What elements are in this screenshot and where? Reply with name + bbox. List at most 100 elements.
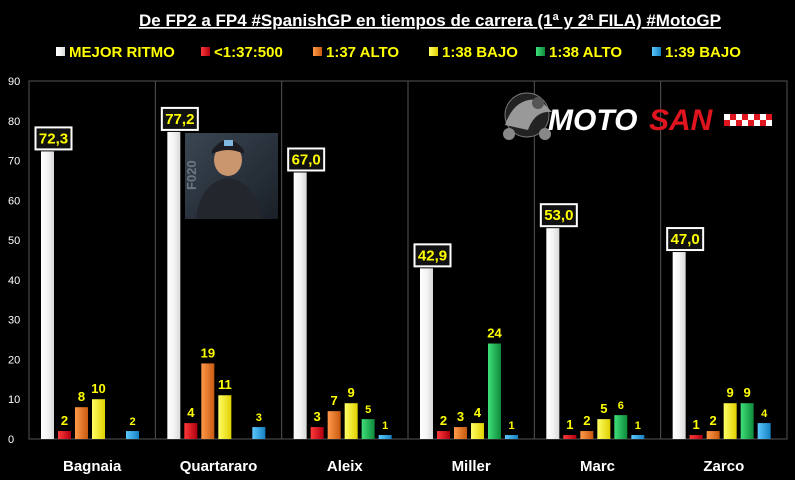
rider-photo: F020 — [184, 133, 278, 219]
value-label-box — [539, 203, 578, 228]
legend-swatch — [56, 47, 65, 56]
value-label-box — [287, 147, 326, 172]
value-label: 3 — [256, 412, 262, 424]
bar — [437, 431, 450, 439]
x-category-label: Bagnaia — [63, 458, 122, 475]
bar — [126, 431, 139, 439]
bar — [488, 343, 501, 439]
bar — [597, 419, 611, 439]
value-label: 5 — [600, 401, 607, 416]
legend-swatch — [313, 47, 322, 56]
logo-text-white: MOTO — [548, 104, 637, 137]
value-label: 1 — [635, 420, 641, 432]
bar — [92, 399, 105, 439]
value-label: 8 — [78, 389, 85, 404]
value-label: 9 — [727, 385, 734, 400]
value-label: 4 — [187, 405, 195, 420]
bar — [471, 423, 484, 439]
legend: MEJOR RITMO <1:37:500 1:37 ALTO 1:38 BAJO 1:… — [56, 44, 741, 61]
motosan-logo: MOTO SAN — [503, 92, 772, 140]
legend-label: 1:37 ALTO — [326, 44, 399, 61]
value-label: 2 — [440, 413, 447, 428]
value-label: 11 — [218, 377, 232, 392]
bar — [218, 395, 232, 439]
bar — [706, 431, 720, 439]
chart-title: De FP2 a FP4 #SpanishGP en tiempos de ca… — [139, 11, 721, 30]
y-tick-label: 20 — [8, 354, 20, 366]
bar — [361, 419, 375, 439]
bar — [293, 172, 307, 439]
value-label: 42,9 — [418, 247, 447, 264]
bar — [252, 427, 266, 439]
bar — [563, 435, 577, 439]
bar — [167, 131, 181, 439]
bar — [631, 435, 645, 439]
photo-jersey-text: F020 — [184, 160, 199, 190]
value-label: 1 — [508, 420, 514, 432]
value-label: 24 — [487, 326, 502, 341]
legend-swatch — [536, 47, 545, 56]
x-category-label: Quartararo — [180, 458, 258, 475]
legend-label: 1:39 BAJO — [665, 44, 741, 61]
value-label-box — [666, 227, 705, 252]
x-category-label: Marc — [580, 458, 615, 475]
bar — [689, 435, 703, 439]
y-tick-label: 60 — [8, 195, 20, 207]
y-tick-label: 90 — [8, 76, 20, 88]
bar — [58, 431, 71, 439]
legend-swatch — [429, 47, 438, 56]
y-tick-label: 70 — [8, 156, 20, 168]
value-label: 2 — [61, 413, 68, 428]
bar — [310, 427, 324, 439]
bar — [344, 403, 358, 439]
bar — [614, 415, 628, 439]
bar — [75, 407, 88, 439]
value-label: 10 — [91, 381, 105, 396]
value-label: 2 — [583, 413, 590, 428]
value-label: 3 — [457, 409, 464, 424]
value-label: 67,0 — [292, 151, 321, 168]
y-tick-label: 50 — [8, 235, 20, 247]
bar — [672, 252, 686, 439]
value-label: 3 — [314, 409, 321, 424]
value-label: 47,0 — [671, 231, 700, 248]
bar — [454, 427, 467, 439]
bar — [757, 423, 771, 439]
y-tick-label: 40 — [8, 275, 20, 287]
legend-swatch — [652, 47, 661, 56]
legend-label: <1:37:500 — [214, 44, 283, 61]
bar — [41, 151, 54, 439]
value-label: 72,3 — [39, 130, 68, 147]
value-label: 9 — [744, 385, 751, 400]
value-label: 19 — [201, 345, 215, 360]
value-label-box — [413, 243, 452, 268]
value-label: 6 — [618, 400, 624, 412]
legend-label: MEJOR RITMO — [69, 44, 175, 61]
y-tick-label: 10 — [8, 394, 20, 406]
y-tick-label: 80 — [8, 116, 20, 128]
value-label-box — [160, 106, 199, 131]
value-label: 4 — [474, 405, 482, 420]
bar — [505, 435, 518, 439]
bar — [201, 363, 215, 439]
logo-text-red: SAN — [649, 104, 714, 137]
bar — [723, 403, 737, 439]
value-label: 5 — [365, 404, 371, 416]
legend-label: 1:38 ALTO — [549, 44, 622, 61]
y-tick-label: 0 — [8, 434, 14, 446]
bar — [580, 431, 594, 439]
value-label: 1 — [566, 417, 573, 432]
bar — [378, 435, 392, 439]
value-label: 9 — [348, 385, 355, 400]
bar — [184, 423, 198, 439]
value-label: 2 — [129, 416, 135, 428]
x-category-label: Miller — [452, 458, 491, 475]
value-label: 4 — [761, 408, 768, 420]
y-tick-label: 30 — [8, 315, 20, 327]
checker-flag-icon — [724, 114, 772, 126]
value-label: 1 — [693, 417, 700, 432]
x-category-label: Zarco — [703, 458, 744, 475]
bar — [546, 228, 560, 439]
x-category-label: Aleix — [327, 458, 364, 475]
legend-label: 1:38 BAJO — [442, 44, 518, 61]
